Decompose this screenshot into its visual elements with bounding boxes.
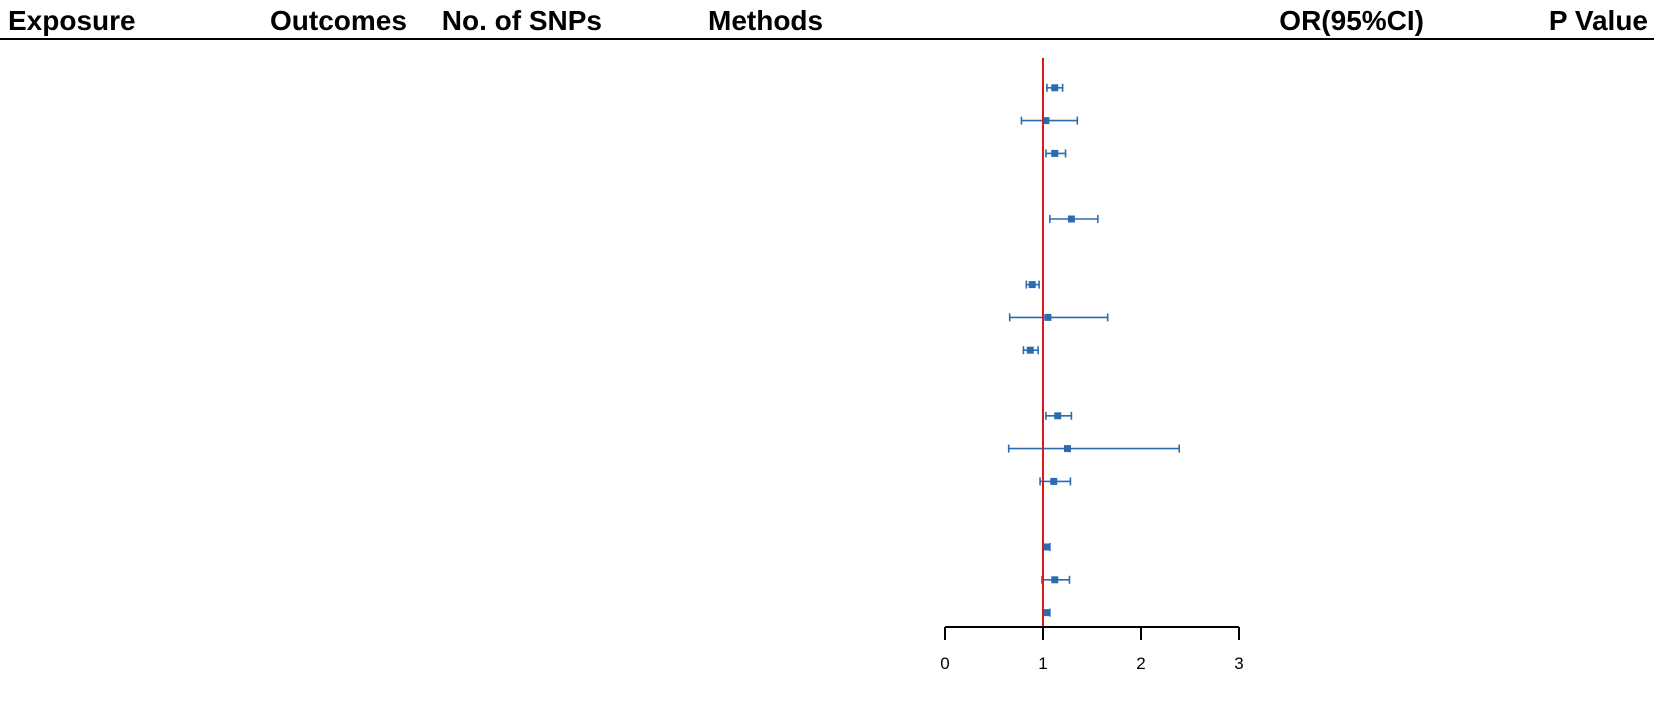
point-estimate-marker bbox=[1042, 117, 1050, 125]
point-estimate-marker bbox=[1064, 445, 1071, 453]
x-tick-label: 1 bbox=[1038, 654, 1047, 673]
point-estimate-marker bbox=[1043, 543, 1051, 551]
header-rule bbox=[0, 38, 1654, 40]
point-estimate-marker bbox=[1051, 149, 1059, 157]
point-estimate-marker bbox=[1044, 313, 1052, 321]
point-estimate-marker bbox=[1067, 215, 1075, 223]
header-p-value: P Value bbox=[1548, 5, 1648, 36]
point-estimate-marker bbox=[1054, 412, 1062, 420]
header-nsnps: No. of SNPs bbox=[441, 5, 602, 36]
header-methods: Methods bbox=[708, 5, 824, 36]
point-estimate-marker bbox=[1051, 576, 1059, 584]
point-estimate-marker bbox=[1028, 281, 1036, 289]
header-outcomes: Outcomes bbox=[270, 5, 407, 36]
point-estimate-marker bbox=[1026, 346, 1034, 354]
point-estimate-marker bbox=[1043, 609, 1051, 617]
x-tick-label: 3 bbox=[1234, 654, 1243, 673]
x-tick-label: 2 bbox=[1136, 654, 1145, 673]
header-or: OR(95%CI) bbox=[1279, 5, 1424, 36]
header-exposure: Exposure bbox=[8, 5, 136, 36]
point-estimate-marker bbox=[1050, 477, 1058, 485]
point-estimate-marker bbox=[1051, 84, 1059, 92]
x-tick-label: 0 bbox=[940, 654, 949, 673]
